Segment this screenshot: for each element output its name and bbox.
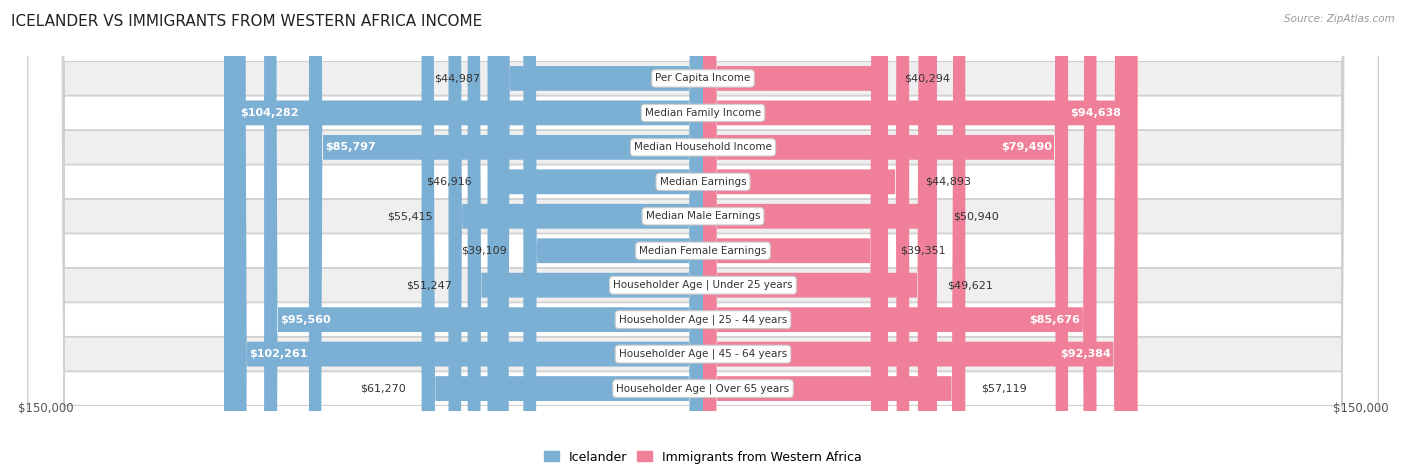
FancyBboxPatch shape (703, 0, 1097, 467)
Text: Median Male Earnings: Median Male Earnings (645, 211, 761, 221)
FancyBboxPatch shape (703, 0, 889, 467)
Text: $85,797: $85,797 (325, 142, 375, 152)
FancyBboxPatch shape (28, 0, 1378, 467)
FancyBboxPatch shape (488, 0, 703, 467)
Text: $150,000: $150,000 (17, 402, 73, 415)
FancyBboxPatch shape (28, 0, 1378, 467)
Text: $85,676: $85,676 (1029, 315, 1080, 325)
Text: $57,119: $57,119 (981, 383, 1028, 394)
Text: Householder Age | 45 - 64 years: Householder Age | 45 - 64 years (619, 349, 787, 359)
Text: $150,000: $150,000 (1333, 402, 1389, 415)
FancyBboxPatch shape (422, 0, 703, 467)
FancyBboxPatch shape (28, 0, 1378, 467)
Text: $51,247: $51,247 (406, 280, 451, 290)
Text: $40,294: $40,294 (904, 73, 950, 84)
Text: $39,351: $39,351 (900, 246, 945, 256)
FancyBboxPatch shape (28, 0, 1378, 467)
Text: Householder Age | Over 65 years: Householder Age | Over 65 years (616, 383, 790, 394)
FancyBboxPatch shape (309, 0, 703, 467)
FancyBboxPatch shape (703, 0, 884, 467)
FancyBboxPatch shape (28, 0, 1378, 467)
Text: Householder Age | Under 25 years: Householder Age | Under 25 years (613, 280, 793, 290)
Text: $44,987: $44,987 (434, 73, 481, 84)
Text: $50,940: $50,940 (953, 211, 998, 221)
FancyBboxPatch shape (496, 0, 703, 467)
FancyBboxPatch shape (703, 0, 966, 467)
Text: $55,415: $55,415 (387, 211, 433, 221)
FancyBboxPatch shape (703, 0, 936, 467)
Text: $94,638: $94,638 (1070, 108, 1122, 118)
FancyBboxPatch shape (28, 0, 1378, 467)
FancyBboxPatch shape (28, 0, 1378, 467)
FancyBboxPatch shape (28, 0, 1378, 467)
FancyBboxPatch shape (703, 0, 931, 467)
Legend: Icelander, Immigrants from Western Africa: Icelander, Immigrants from Western Afric… (538, 446, 868, 467)
FancyBboxPatch shape (523, 0, 703, 467)
FancyBboxPatch shape (703, 0, 910, 467)
Text: $44,893: $44,893 (925, 177, 972, 187)
Text: Median Female Earnings: Median Female Earnings (640, 246, 766, 256)
Text: Median Household Income: Median Household Income (634, 142, 772, 152)
FancyBboxPatch shape (703, 0, 1128, 467)
Text: Median Family Income: Median Family Income (645, 108, 761, 118)
Text: Householder Age | 25 - 44 years: Householder Age | 25 - 44 years (619, 314, 787, 325)
FancyBboxPatch shape (28, 0, 1378, 467)
FancyBboxPatch shape (468, 0, 703, 467)
FancyBboxPatch shape (28, 0, 1378, 467)
FancyBboxPatch shape (703, 0, 1137, 467)
Text: $61,270: $61,270 (360, 383, 405, 394)
Text: $104,282: $104,282 (240, 108, 298, 118)
Text: $95,560: $95,560 (280, 315, 330, 325)
Text: Per Capita Income: Per Capita Income (655, 73, 751, 84)
FancyBboxPatch shape (449, 0, 703, 467)
Text: $46,916: $46,916 (426, 177, 471, 187)
Text: $79,490: $79,490 (1001, 142, 1052, 152)
Text: $92,384: $92,384 (1060, 349, 1111, 359)
FancyBboxPatch shape (233, 0, 703, 467)
Text: $39,109: $39,109 (461, 246, 508, 256)
Text: ICELANDER VS IMMIGRANTS FROM WESTERN AFRICA INCOME: ICELANDER VS IMMIGRANTS FROM WESTERN AFR… (11, 14, 482, 29)
Text: $102,261: $102,261 (249, 349, 308, 359)
Text: $49,621: $49,621 (948, 280, 993, 290)
FancyBboxPatch shape (264, 0, 703, 467)
FancyBboxPatch shape (224, 0, 703, 467)
FancyBboxPatch shape (703, 0, 1069, 467)
Text: Source: ZipAtlas.com: Source: ZipAtlas.com (1284, 14, 1395, 24)
Text: Median Earnings: Median Earnings (659, 177, 747, 187)
